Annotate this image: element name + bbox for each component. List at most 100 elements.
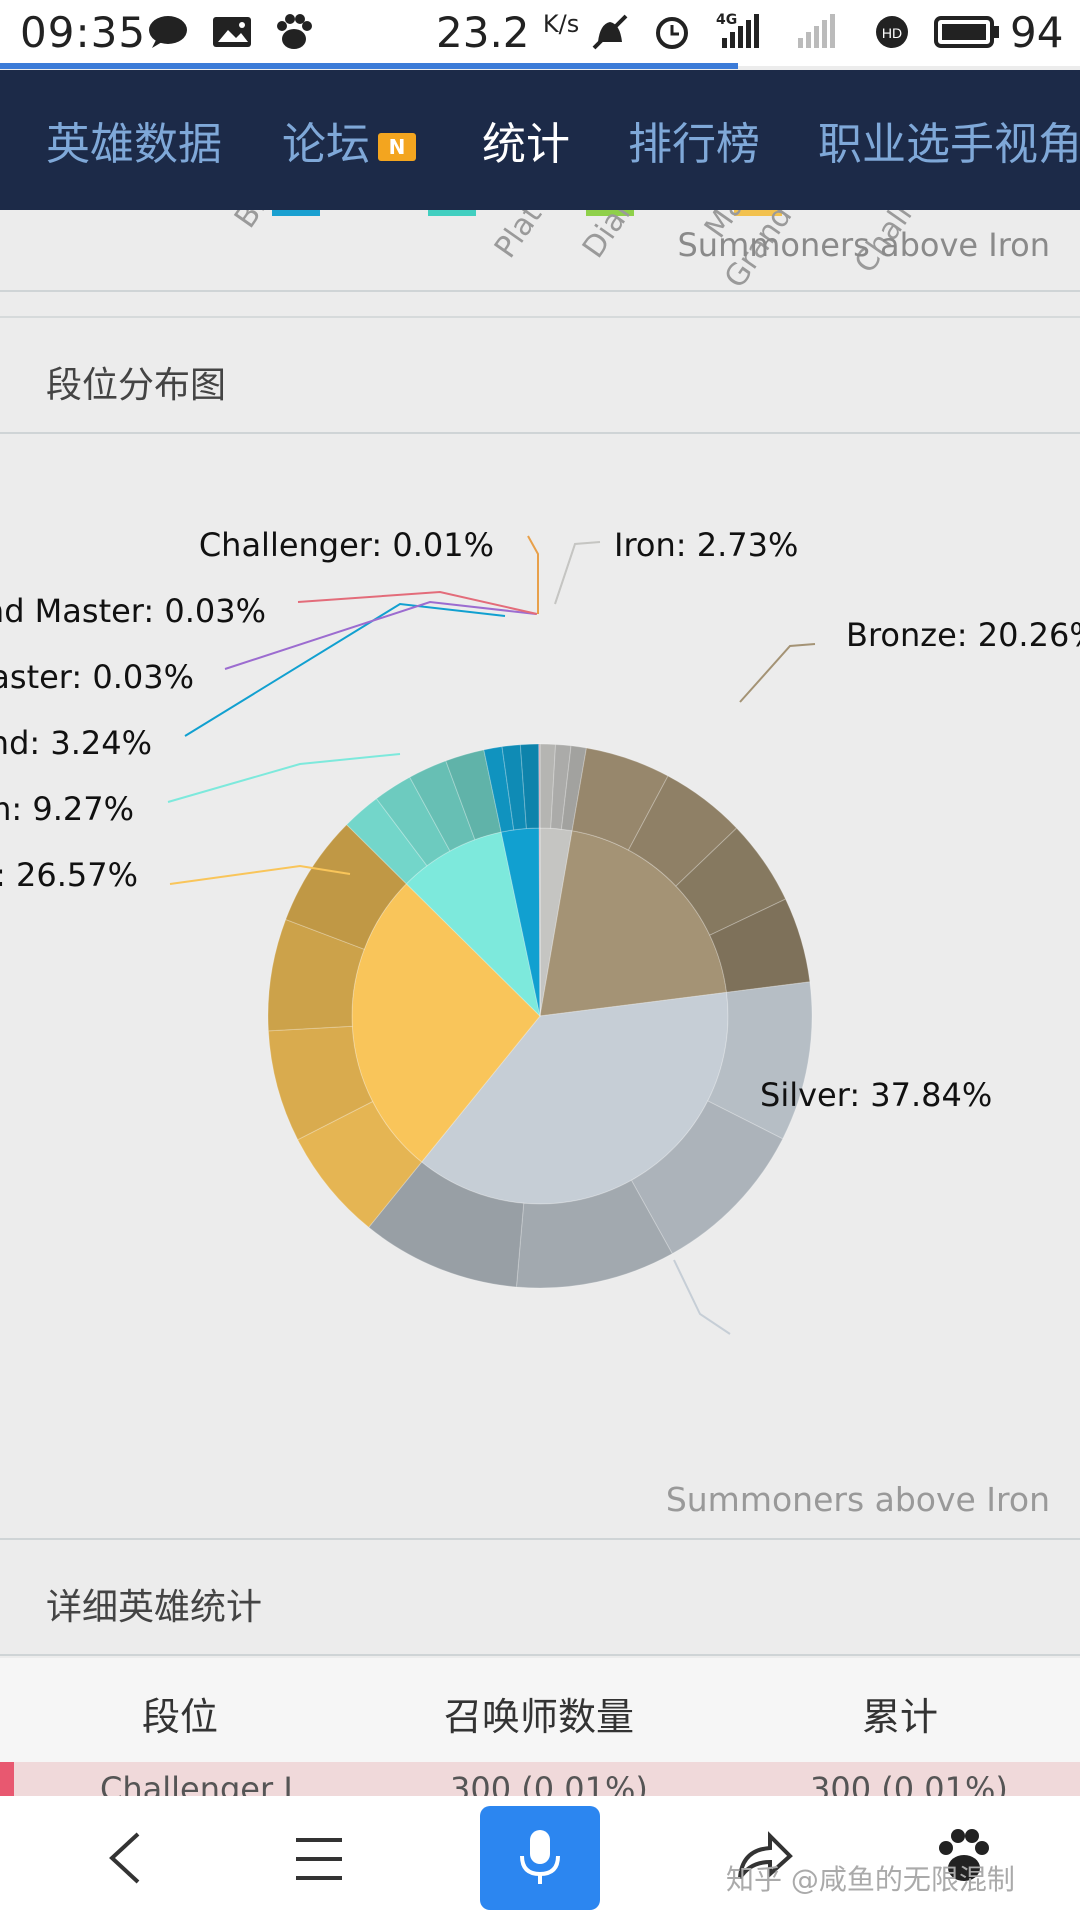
page-load-progress: [0, 63, 738, 69]
pie-label-grand-master: Grand Master: 0.03%: [0, 592, 266, 630]
connector-bronze: [739, 643, 816, 703]
battery-level: 94: [1010, 8, 1064, 57]
microphone-icon: [520, 1830, 560, 1884]
svg-text:HD: HD: [882, 25, 902, 41]
pie-slice-bronze[interactable]: [539, 830, 728, 1017]
pie-label-master: Master: 0.03%: [0, 658, 194, 696]
connector-iron: [554, 541, 601, 605]
paw-icon[interactable]: [934, 1826, 994, 1886]
top-navigation: 英雄数据 论坛 N 统计 排行榜 职业选手视角: [0, 70, 1080, 210]
rank-chart-footnote: Summoners above Iron: [665, 1480, 1050, 1519]
pie-label-gold: Gold: 26.57%: [0, 856, 138, 894]
network-type-label: 4G: [716, 12, 738, 28]
pie-ring-segment-gold[interactable]: [297, 1100, 423, 1228]
column-header-cumulative[interactable]: 累计: [862, 1695, 939, 1739]
pie-ring-segment-diamond[interactable]: [519, 743, 540, 830]
connector-gold: [169, 864, 351, 885]
share-icon[interactable]: [734, 1826, 794, 1886]
pie-label-bronze: Bronze: 20.26%: [846, 616, 1080, 654]
previous-chart-ticks: Bro Plat Diam Master Grand Master Challe…: [228, 210, 970, 290]
table-row[interactable]: Challenger I 300 (0.01%) 300 (0.01%): [0, 1762, 1080, 1796]
pie-slice-diamond[interactable]: [500, 827, 541, 1017]
rank-color-marker: [0, 1762, 14, 1796]
legend-swatch-gold: [734, 210, 782, 216]
pie-ring-segment-gold[interactable]: [267, 918, 365, 1032]
pie-ring-segment-master[interactable]: [538, 743, 541, 829]
pie-ring-segment-gold[interactable]: [267, 1025, 374, 1141]
pie-ring-segment-silver[interactable]: [707, 981, 813, 1140]
network-speed-unit: K/s: [542, 10, 580, 38]
no-signal-icon: [798, 14, 835, 48]
section-divider: [0, 432, 1080, 434]
pie-slices: [267, 743, 813, 1289]
pie-labels: Iron: 2.73% Bronze: 20.26% Silver: 37.84% G…: [0, 526, 1080, 1114]
nav-tab-pro-view[interactable]: 职业选手视角: [818, 119, 1080, 170]
status-bar: 09:35 23.2 K/s 4G HD 94: [0, 0, 1080, 66]
rank-distribution-pie-chart: Iron: 2.73% Bronze: 20.26% Silver: 37.84% G…: [0, 526, 1080, 1335]
nav-tab-forum-label: 论坛: [282, 119, 370, 170]
bell-off-icon: [592, 14, 628, 50]
legend-swatch-green: [586, 210, 634, 216]
menu-icon[interactable]: [294, 1836, 344, 1882]
pie-label-silver: Silver: 37.84%: [760, 1076, 992, 1114]
section-divider: [0, 1654, 1080, 1656]
image-icon: [213, 17, 251, 47]
watermark: 知乎 @咸鱼的无限混制: [726, 1863, 1015, 1896]
pie-label-challenger: Challenger: 0.01%: [199, 526, 494, 564]
signal-strength-icon: [722, 14, 759, 48]
battery-icon: [934, 16, 999, 48]
connector-master: [224, 600, 537, 670]
baidu-paw-icon: [277, 14, 312, 49]
pie-slice-master[interactable]: [538, 827, 541, 1017]
nav-tab-hero-data[interactable]: 英雄数据: [46, 119, 222, 170]
tick-label-platinum: Plat: [488, 210, 549, 265]
pie-ring-segment-iron[interactable]: [560, 745, 588, 832]
hd-voice-icon: HD: [876, 16, 908, 48]
connector-silver: [673, 1259, 731, 1335]
bottom-toolbar: 知乎 @咸鱼的无限混制: [0, 1796, 1080, 1920]
tick-label-diamond: Diam: [576, 210, 650, 265]
chat-bubble-icon: [149, 16, 187, 48]
legend-swatch-platinum: [428, 210, 476, 216]
pie-ring-segment-platinum[interactable]: [345, 797, 428, 885]
pie-ring-segment-platinum[interactable]: [409, 760, 476, 852]
pie-ring-segment-silver[interactable]: [515, 1179, 673, 1289]
nav-tab-statistics[interactable]: 统计: [482, 119, 570, 170]
cell-cumulative: 300 (0.01%): [810, 1770, 1008, 1796]
connector-diamond: [184, 602, 506, 737]
back-icon[interactable]: [100, 1830, 150, 1886]
new-badge: N: [378, 133, 416, 161]
rank-distribution-title: 段位分布图: [46, 365, 227, 406]
section-divider: [0, 316, 1080, 318]
pie-ring-segment-diamond[interactable]: [501, 744, 527, 831]
connector-platinum: [167, 753, 401, 803]
legend-swatch-diamond: [272, 210, 320, 216]
cell-count: 300 (0.01%): [450, 1770, 648, 1796]
network-speed: 23.2 K/s: [436, 8, 579, 57]
nav-tab-forum[interactable]: 论坛 N: [282, 108, 416, 172]
previous-chart-footnote: Summoners above Iron: [677, 226, 1050, 264]
pie-connectors: [167, 535, 816, 1335]
section-divider: [0, 1538, 1080, 1540]
table-header: 段位 召唤师数量 累计: [0, 1658, 1080, 1762]
pie-ring-segment-silver[interactable]: [368, 1161, 525, 1288]
connector-challenger: [527, 535, 539, 614]
previous-chart-remnant: Bro Plat Diam Master Grand Master Challe…: [0, 210, 1080, 290]
pie-label-iron: Iron: 2.73%: [614, 526, 798, 564]
pie-ring-segment-gold[interactable]: [285, 823, 408, 950]
section-divider: [0, 290, 1080, 292]
pie-label-platinum: Platinum: 9.27%: [0, 790, 134, 828]
column-header-rank[interactable]: 段位: [142, 1695, 219, 1739]
detail-stats-title: 详细英雄统计: [46, 1587, 263, 1628]
nav-tab-leaderboard[interactable]: 排行榜: [628, 119, 760, 170]
pie-label-diamond: Diamond: 3.24%: [0, 724, 152, 762]
network-speed-value: 23.2: [436, 8, 530, 57]
clock: 09:35: [20, 8, 147, 57]
pie-ring-segment-bronze[interactable]: [571, 747, 669, 851]
pie-ring-segment-silver[interactable]: [630, 1100, 784, 1255]
column-header-summoner-count[interactable]: 召唤师数量: [444, 1695, 635, 1739]
alarm-clock-icon: [656, 17, 688, 49]
pie-ring-segment-diamond[interactable]: [483, 746, 515, 833]
pie-ring-segment-iron[interactable]: [550, 743, 572, 830]
voice-input-button[interactable]: [480, 1806, 600, 1910]
